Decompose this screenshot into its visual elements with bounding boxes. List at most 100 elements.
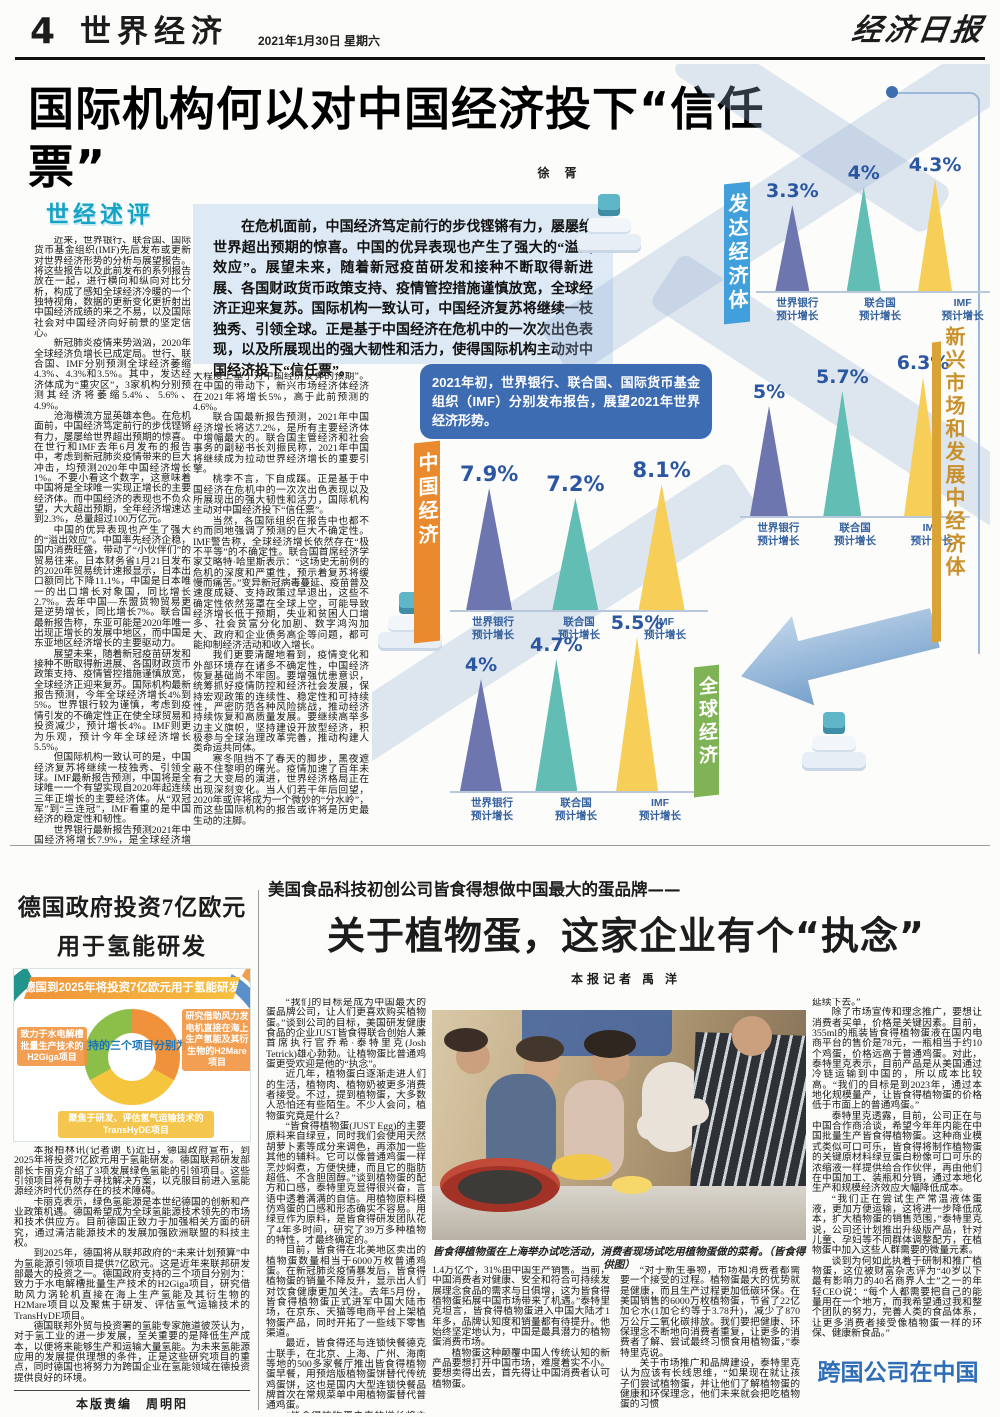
photo-pan-inner [458, 1170, 542, 1204]
lead-intro-text: 在危机面前，中国经济笃定前行的步伐铿锵有力，屡屡给世界超出预期的惊喜。中国的优异… [213, 220, 593, 379]
bar-org-label: 世界银行 预计增长 [757, 522, 800, 547]
section-divider [10, 845, 990, 846]
plantegg-column-1: “我们的目标是成为中国最大的蛋品牌公司，让人们更喜欢购买植物蛋。”谈到公司的目标… [266, 998, 426, 1413]
paragraph: 延续下去。” [812, 998, 861, 1008]
bar-org-label: 世界银行 预计增长 [471, 797, 513, 822]
group-label-emerging: 新兴市场和发展中经济体 [942, 326, 966, 579]
plantegg-headline: 关于植物蛋，这家企业有个“执念” [327, 914, 925, 958]
paragraph: 我们更要清醒地看到，疫情变化和外部环境存在诸多不确定性，中国经济恢复基础尚不牢固… [193, 650, 369, 755]
paragraph: 德国联邦外贸与投资署的氢能专家施道彼茨认为，对于氢工业的进一步发展，至关重要的是… [14, 1320, 250, 1384]
series-tag: 跨国公司在中国 [817, 1360, 979, 1386]
paragraph: 最近，皆食得还与连锁快餐德克士联手，在北京、上海、广州、海南等地的500多家餐厅… [266, 1338, 426, 1412]
bar-value: 5.5% [610, 612, 664, 634]
paragraph: 寒冬阻挡不了春天的脚步，黑夜遮蔽不住黎明的曙光。疫情加速了百年未有之大变局的演进… [193, 753, 369, 827]
bar-value: 7.2% [546, 472, 605, 496]
paragraph: “皆食得植物蛋(JUST Egg)的主要原料来自绿豆，同时我们会使用天然胡萝卜素… [266, 1121, 426, 1246]
project-label-h2mare: 研究借助风力发电机直接在海上生产氢能及其衍生物的H2Mare项目 [182, 1009, 250, 1071]
bar-triangle [638, 484, 685, 610]
paragraph: 中国的优异表现也产生了强大的“溢出效应”。中国率先经济企稳，国内消费旺盛，带动了… [34, 524, 191, 650]
bar-value: 8.1% [632, 458, 691, 482]
bar-org-label: 世界银行 预计增长 [472, 616, 514, 641]
issue-date: 2021年1月30日 星期六 [258, 34, 381, 48]
bar-org-label: 世界银行 预计增长 [776, 297, 819, 322]
chart-group-developed: 发达经济体 3.3% 4% 4.3% 世界银行 预计增长 联合国 预计增长 IMF 预… [724, 154, 990, 325]
bar-value: 5% [752, 381, 786, 403]
paragraph: 展望未来，随着新冠疫苗研发和接种不断取得新进展、各国财政货币政策支持、疫情管控措… [34, 648, 191, 753]
column-divider [258, 890, 259, 1410]
bar-triangle [552, 498, 599, 610]
bar-triangle [775, 205, 810, 291]
bar-org-label: 联合国 预计增长 [833, 522, 876, 547]
paragraph: 卡丽克表示，绿色氢能源是本世纪德国的创新和产业政策机遇。德国希望成为全球氢能源技… [14, 1196, 250, 1250]
bar-triangle [823, 391, 862, 516]
plantegg-kicker: 美国食品科技初创公司皆食得想做中国最大的蛋品牌—— [268, 880, 681, 899]
page-number: 4 [30, 11, 56, 52]
newspaper-logo: 经济日报 [849, 14, 987, 47]
germany-graphic-title: 德国到2025年将投资7亿欧元用于氢能研发 [24, 977, 240, 999]
bar-value: 5.7% [816, 366, 869, 388]
editor-rule [14, 1390, 250, 1391]
photo-chef-head [732, 1016, 772, 1056]
page-editor-note: 本版责编 周明阳 [75, 1397, 188, 1411]
paragraph: 大程度上基于对中国经济反弹的预期”。在中国的带动下，新兴市场经济体经济在2021… [193, 372, 369, 414]
paragraph: 目前，皆食得在北美地区卖出的植物蛋数量相当于6000万枚普通鸡蛋。在新冠肺炎疫情… [266, 1245, 426, 1339]
column-badge: 世经述评 [46, 202, 154, 228]
bar-triangle [535, 659, 578, 791]
bar-triangle [918, 179, 953, 291]
paragraph: 近几年，植物蛋白逐渐走进人们的生活，植物肉、植物奶被更多消费者接受。不过，提到植… [266, 1069, 426, 1122]
paragraph: 谈到为何如此执着于研制和推广植物蛋，这位被财富杂志评为“40岁以下最有影响力的4… [812, 1255, 982, 1339]
group-label-developed: 发达经济体 [724, 181, 750, 325]
paragraph: “皆食得植物蛋未来的增长将主要来自中国市场。全世界每年的鸡蛋产量大约是 [266, 1411, 426, 1413]
paragraph: 近来，世界银行、联合国、国际货币基金组织(IMF)先后发布或更新对世界经济形势的… [34, 236, 191, 340]
infographic-caption: 2021年初，世界银行、联合国、国际货币基金组织（IMF）分别发布报告，展望20… [420, 364, 712, 439]
bar-org-label: 联合国 预计增长 [858, 297, 901, 322]
bar-triangle [616, 637, 659, 791]
bar-value: 7.9% [460, 462, 519, 486]
photo-caption: 皆食得植物蛋在上海举办试吃活动，消费者现场试吃用植物蛋做的菜肴。（皆食得供图） [432, 1247, 806, 1271]
photo-egg-dish [612, 1176, 652, 1194]
paragraph: 到2025年，德国将从联邦政府的“未来计划预算”中为氢能源引领项目提供7亿欧元。… [14, 1248, 250, 1322]
deco-circuit-dot [886, 86, 898, 98]
chart-group-china: 中国经济 7.9% 7.2% 8.1% 世界银行 预计增长 联合国 预计增长 IMF… [414, 440, 708, 644]
bar-triangle [750, 406, 788, 516]
forecast-infographic: 发达经济体 3.3% 4% 4.3% 世界银行 预计增长 联合国 预计增长 IMF 预… [372, 64, 990, 846]
group-label-global: 全球经济 [694, 664, 719, 798]
plantegg-column-3: “对于新生事物，市场和消费者都需要一个接受的过程。植物蛋最大的优势就是健康，而且… [620, 1266, 800, 1414]
bar-org-label: 联合国 预计增长 [555, 797, 597, 822]
masthead-rule [15, 57, 985, 60]
donut-center-label: 支持的三个项目分别为 [77, 1040, 187, 1052]
plantegg-column-2: 1.4万亿个，31%由中国生产销售。当前，中国消费者对健康、安全和符合可持续发展… [432, 1266, 610, 1414]
paragraph: 新冠肺炎疫情来势汹汹，2020年全球经济负增长已成定局。世行、联合国、IMF分别… [34, 338, 191, 412]
lead-intro-box: 在危机面前，中国经济笃定前行的步伐铿锵有力，屡屡给世界超出预期的惊喜。中国的优异… [193, 204, 613, 379]
germany-headline-line1: 德国政府投资7亿欧元 [17, 895, 247, 920]
paragraph: 泰特里克透露，目前，公司正在与中国合作商洽谈，希望今年年内能在中国批量生产皆食得… [812, 1110, 982, 1195]
bar-triangle [846, 187, 881, 291]
project-label-h2giga: 致力于水电解槽批量生产技术的H2Giga项目 [17, 1027, 87, 1066]
bar-value: 3.3% [766, 180, 819, 202]
event-photo [432, 1010, 806, 1240]
podium-illustration [577, 194, 641, 250]
paragraph: “对于新生事物，市场和消费者都需要一个接受的过程。植物蛋最大的优势就是健康，而且… [620, 1266, 800, 1359]
bar-value: 4% [464, 654, 498, 676]
lead-author: 徐 胥 [537, 166, 583, 180]
bar-value: 4.3% [908, 154, 962, 176]
bar-value: 4% [847, 162, 880, 184]
paragraph: 沧海横流方显英雄本色。在危机面前，中国经济笃定前行的步伐铿锵有力，屡屡给世界超出… [34, 410, 191, 526]
section-title: 世界经济 [80, 14, 228, 50]
paragraph: 除了市场宣传和理念推广，要想让消费者买单，价格是关键因素。目前，355ml的瓶装… [812, 1007, 982, 1112]
paragraph: 世界银行最新报告预测2021年中国经济将增长7.9%，是全球经济增速最高的主要经… [34, 824, 191, 844]
chart-group-global: 4% 4.7% 5.5% 世界银行 预计增长 联合国 预计增长 IMF 预计增长 [450, 612, 702, 823]
paragraph: 关于市场推广和品牌建设，泰特里克认为应该有长线思维，“如果现在就让孩子们尝试植物… [620, 1358, 800, 1411]
lead-column-2: 大程度上基于对中国经济反弹的预期”。在中国的带动下，新兴市场经济体经济在2021… [193, 372, 369, 838]
bar-triangle [466, 488, 513, 610]
bar-org-label: 联合国 预计增长 [558, 616, 600, 641]
lead-headline: 国际机构何以对中国经济投下“信任票” [28, 82, 765, 194]
scale-illustration [802, 712, 866, 768]
paragraph: “我们正在尝试生产常温液体蛋液，更加方便运输，这将进一步降低成本，扩大植物蛋的销… [812, 1193, 982, 1257]
paragraph: 本报柏林讯(记者谢飞)近日，德国政府宣布，到2025年将投资7亿欧元用于氢能研发… [14, 1146, 250, 1198]
plantegg-byline: 本报记者 禹 洋 [570, 972, 681, 986]
paragraph: “我们的目标是成为中国最大的蛋品牌公司，让人们更喜欢购买植物蛋。”谈到公司的目标… [266, 998, 426, 1071]
